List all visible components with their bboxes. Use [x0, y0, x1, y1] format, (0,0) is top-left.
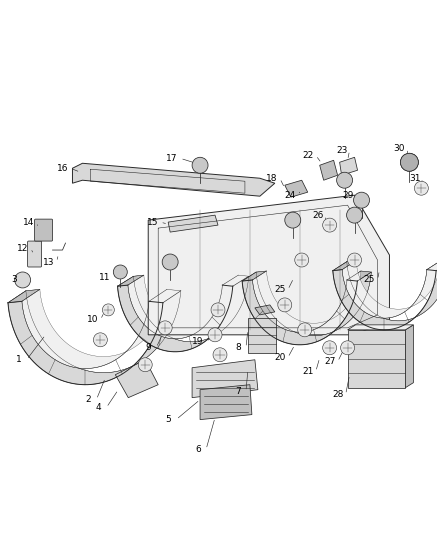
Polygon shape — [342, 261, 438, 318]
Circle shape — [400, 154, 418, 171]
Text: 11: 11 — [99, 273, 110, 282]
FancyBboxPatch shape — [28, 241, 42, 267]
Polygon shape — [149, 289, 181, 303]
Circle shape — [102, 304, 114, 316]
Text: 17: 17 — [166, 154, 178, 163]
Text: 21: 21 — [302, 367, 314, 376]
Circle shape — [346, 207, 363, 223]
Circle shape — [298, 323, 312, 337]
Text: 20: 20 — [274, 353, 286, 362]
Text: 13: 13 — [43, 257, 54, 266]
Circle shape — [211, 303, 225, 317]
Polygon shape — [348, 330, 406, 387]
Polygon shape — [248, 318, 276, 353]
Circle shape — [93, 333, 107, 347]
Circle shape — [323, 218, 337, 232]
Text: 7: 7 — [235, 387, 241, 396]
Polygon shape — [223, 275, 249, 286]
Text: 12: 12 — [17, 244, 28, 253]
Text: 28: 28 — [332, 390, 343, 399]
Text: 31: 31 — [410, 174, 421, 183]
Polygon shape — [168, 215, 218, 232]
Circle shape — [414, 181, 428, 195]
Text: 25: 25 — [364, 276, 375, 285]
Polygon shape — [347, 271, 371, 281]
Text: 10: 10 — [87, 316, 98, 325]
Polygon shape — [348, 325, 413, 330]
Circle shape — [158, 321, 172, 335]
Text: 6: 6 — [195, 445, 201, 454]
Polygon shape — [200, 385, 252, 419]
Text: 9: 9 — [145, 343, 151, 352]
Circle shape — [348, 253, 361, 267]
Text: 5: 5 — [165, 415, 171, 424]
Circle shape — [213, 348, 227, 362]
Text: 23: 23 — [336, 146, 347, 155]
Text: 19: 19 — [192, 337, 204, 346]
Text: 8: 8 — [235, 343, 241, 352]
Polygon shape — [8, 289, 40, 303]
Polygon shape — [115, 360, 158, 398]
Text: 30: 30 — [394, 144, 405, 153]
Text: 4: 4 — [95, 403, 101, 412]
Polygon shape — [128, 275, 238, 339]
Polygon shape — [117, 276, 249, 352]
Circle shape — [341, 341, 355, 355]
Polygon shape — [148, 195, 389, 335]
Text: 24: 24 — [284, 191, 295, 200]
Text: 22: 22 — [302, 151, 313, 160]
Circle shape — [162, 254, 178, 270]
Polygon shape — [427, 261, 438, 271]
Circle shape — [337, 172, 353, 188]
Polygon shape — [339, 157, 357, 175]
Text: 26: 26 — [312, 211, 323, 220]
Polygon shape — [117, 275, 144, 286]
Polygon shape — [22, 289, 167, 368]
Polygon shape — [192, 360, 258, 398]
Text: 14: 14 — [23, 217, 34, 227]
Circle shape — [285, 212, 301, 228]
Polygon shape — [253, 271, 361, 332]
Polygon shape — [242, 271, 266, 281]
Circle shape — [353, 192, 370, 208]
Text: 1: 1 — [16, 356, 21, 364]
Circle shape — [208, 328, 222, 342]
Text: 25: 25 — [274, 286, 286, 294]
Text: 18: 18 — [266, 174, 278, 183]
Text: 2: 2 — [85, 395, 91, 404]
Text: 15: 15 — [146, 217, 158, 227]
Polygon shape — [333, 261, 356, 271]
Circle shape — [14, 272, 31, 288]
Circle shape — [113, 265, 127, 279]
Circle shape — [278, 298, 292, 312]
Circle shape — [192, 157, 208, 173]
Polygon shape — [72, 163, 275, 196]
Polygon shape — [8, 291, 181, 385]
FancyBboxPatch shape — [35, 219, 53, 241]
Polygon shape — [406, 325, 413, 387]
Circle shape — [323, 341, 337, 355]
Circle shape — [295, 253, 309, 267]
Polygon shape — [320, 160, 338, 180]
Text: 3: 3 — [12, 276, 18, 285]
Text: 27: 27 — [324, 357, 336, 366]
Polygon shape — [242, 272, 371, 345]
Circle shape — [400, 154, 418, 171]
Polygon shape — [333, 262, 438, 330]
Text: 16: 16 — [57, 164, 68, 173]
Polygon shape — [285, 180, 308, 197]
Polygon shape — [255, 305, 275, 315]
Circle shape — [138, 358, 152, 372]
Text: 29: 29 — [342, 191, 353, 200]
